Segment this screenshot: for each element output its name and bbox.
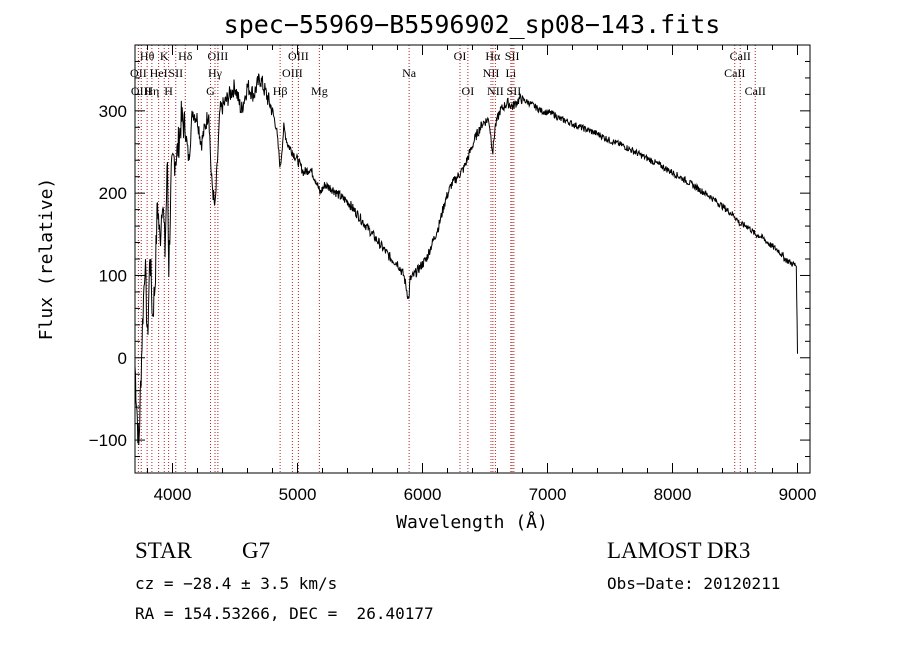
chart-title: spec−55969−B5596902_sp08−143.fits [224, 10, 721, 39]
marker-label: G [206, 84, 215, 98]
x-axis-label: Wavelength (Å) [396, 511, 548, 533]
x-tick-label: 7000 [529, 485, 567, 504]
marker-label: Hη [144, 84, 159, 98]
marker-label: Hδ [178, 49, 193, 63]
survey-name: LAMOST DR3 [607, 538, 751, 563]
x-tick-label: 8000 [654, 485, 692, 504]
marker-label: Hβ [273, 84, 288, 98]
spectral-line-markers: OIIOIIIHθHηHeIKHSIIHδGHγOIIIHβOIIIOIIIMg… [130, 45, 766, 473]
marker-label: Na [402, 66, 417, 80]
marker-label: H [164, 84, 173, 98]
marker-label: OIII [282, 66, 303, 80]
marker-label: OIII [288, 49, 309, 63]
marker-label: SII [168, 66, 183, 80]
marker-label: CaII [724, 66, 745, 80]
marker-label: OIII [208, 49, 229, 63]
plot-frame [134, 44, 811, 474]
marker-label: OII [130, 66, 147, 80]
coordinates: RA = 154.53266, DEC = 26.40177 [135, 604, 434, 623]
marker-label: NII [487, 84, 504, 98]
marker-label: SII [507, 84, 522, 98]
y-axis-label: Flux (relative) [36, 178, 57, 341]
object-subclass: G7 [242, 538, 271, 563]
marker-label: SII [505, 49, 520, 63]
marker-label: OI [462, 84, 475, 98]
x-axis: 4000 5000 6000 7000 8000 9000 [147, 45, 817, 504]
redshift-velocity: cz = −28.4 ± 3.5 km/s [135, 574, 338, 593]
observation-date: Obs−Date: 20120211 [607, 574, 781, 593]
marker-label: Hθ [140, 49, 155, 63]
y-tick-label: −100 [89, 431, 127, 450]
marker-label: HeI [150, 66, 168, 80]
marker-label: CaII [745, 84, 766, 98]
marker-label: Hα [485, 49, 501, 63]
object-class: STAR [135, 538, 192, 563]
x-tick-label: 9000 [779, 485, 817, 504]
y-tick-label: 300 [99, 102, 127, 121]
y-tick-label: 0 [118, 349, 127, 368]
x-tick-label: 6000 [404, 485, 442, 504]
marker-label: Hγ [208, 66, 223, 80]
x-tick-label: 5000 [279, 485, 317, 504]
x-tick-label: 4000 [154, 485, 192, 504]
marker-label: Li [506, 66, 517, 80]
spectrum-line [134, 73, 798, 446]
spectrum-series [134, 73, 798, 446]
y-tick-label: 200 [99, 184, 127, 203]
marker-label: NII [483, 66, 500, 80]
y-axis: −100 0 100 200 300 [89, 44, 810, 474]
marker-label: Mg [311, 84, 328, 98]
marker-label: OI [454, 49, 467, 63]
y-tick-label: 100 [99, 266, 127, 285]
marker-label: K [160, 49, 169, 63]
marker-label: CaII [730, 49, 751, 63]
